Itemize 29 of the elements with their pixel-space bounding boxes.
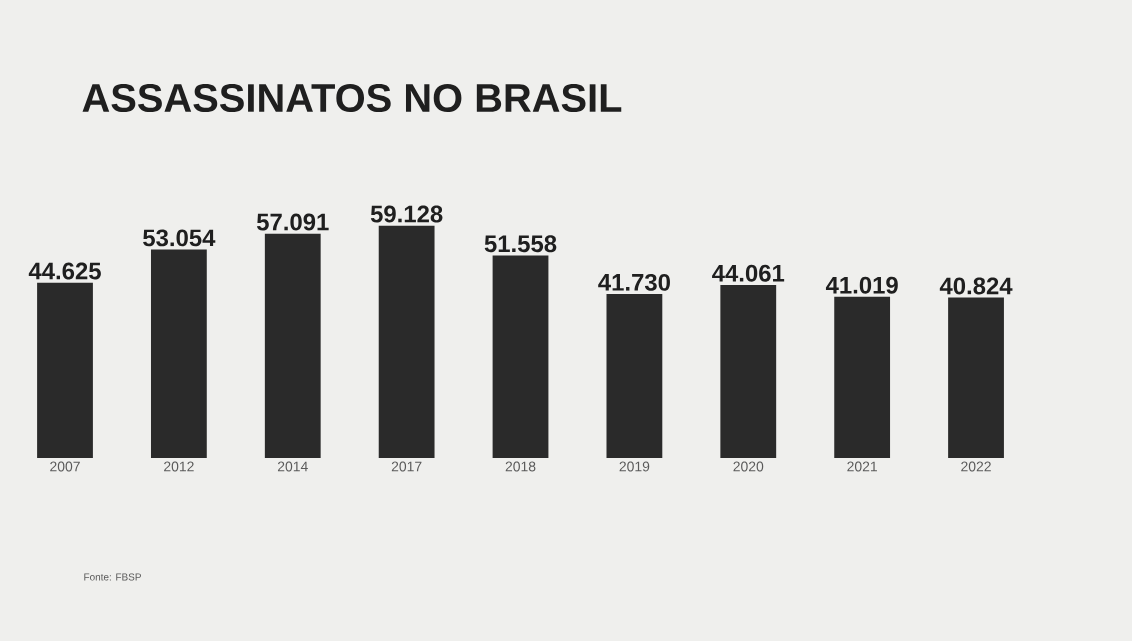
bar	[492, 255, 549, 458]
chart-title: ASSASSINATOS NO BRASIL	[82, 83, 622, 113]
bar	[150, 249, 207, 458]
data-label: 53.054	[143, 229, 216, 247]
data-label: 59.128	[370, 205, 443, 223]
data-label: 41.730	[598, 273, 670, 291]
data-label: 51.558	[484, 235, 557, 253]
x-tick-label: 2022	[961, 461, 991, 472]
bar	[720, 284, 777, 458]
data-label: 41.019	[825, 276, 898, 294]
data-label: 44.061	[712, 264, 785, 282]
bar	[378, 225, 435, 458]
data-label: 57.091	[256, 213, 329, 231]
x-tick-label: 2014	[277, 461, 308, 472]
bar	[834, 296, 891, 458]
bar	[948, 297, 1004, 458]
data-label: 40.824	[939, 277, 1013, 295]
x-tick-label: 2007	[50, 461, 80, 472]
bar	[37, 282, 93, 458]
x-tick-label: 2018	[505, 461, 536, 472]
x-tick-label: 2019	[619, 461, 650, 472]
data-label: 44.625	[28, 262, 101, 280]
x-tick-label: 2021	[847, 461, 877, 472]
x-tick-label: 2012	[164, 461, 194, 472]
x-tick-label: 2020	[733, 461, 764, 472]
source-note: Fonte: FBSP	[84, 573, 141, 581]
bar	[264, 233, 321, 458]
x-tick-label: 2017	[391, 461, 422, 472]
bar	[606, 294, 663, 458]
